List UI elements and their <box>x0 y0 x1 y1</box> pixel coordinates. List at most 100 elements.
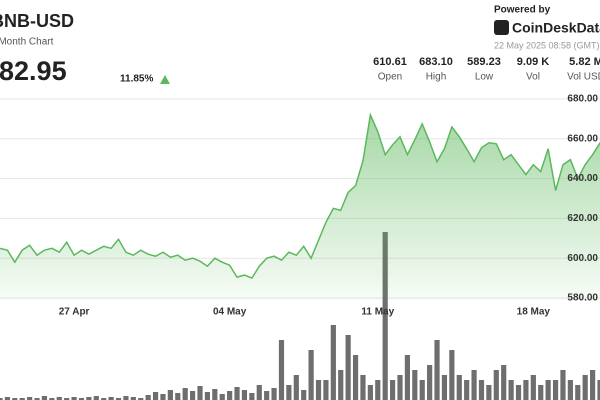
volume-bar <box>582 375 588 400</box>
price-area <box>0 114 600 301</box>
volume-bar <box>375 380 381 400</box>
volume-bar <box>101 398 107 400</box>
y-tick-label: 620.00 <box>567 213 598 224</box>
volume-bar <box>323 380 329 400</box>
volume-bar <box>523 380 529 400</box>
volume-bar <box>145 395 151 400</box>
volume-bar <box>278 340 285 400</box>
volume-bar <box>41 396 48 400</box>
change: 11.85% <box>120 74 153 85</box>
volume-bar <box>597 380 600 400</box>
stat-label: Low <box>475 72 494 83</box>
volume-bar <box>478 380 485 400</box>
volume-bar <box>12 398 18 400</box>
volume-bar <box>441 375 448 400</box>
volume-bar <box>360 375 366 400</box>
subtitle: 1 Month Chart <box>0 37 54 48</box>
volume-bar <box>175 393 181 400</box>
price: 682.95 <box>0 56 67 86</box>
y-tick-label: 600.00 <box>567 253 598 264</box>
volume-bar <box>404 355 410 400</box>
volume-bar <box>552 380 559 400</box>
price-line <box>0 112 600 280</box>
volume-bar <box>115 398 122 400</box>
volume-bar <box>34 398 40 400</box>
volume-bar <box>301 390 307 400</box>
volume-bar <box>434 340 440 400</box>
stat-value: 610.61 <box>373 56 407 68</box>
volume-bar <box>123 396 129 400</box>
volume-bar <box>190 391 196 400</box>
stat-value: 683.10 <box>419 56 453 68</box>
up-arrow <box>160 75 170 84</box>
brand: CoinDeskData <box>512 20 600 36</box>
volume-bar <box>167 390 173 400</box>
volume-bar <box>382 232 388 400</box>
volume-bar <box>456 375 462 400</box>
volume-bar <box>138 398 144 400</box>
volume-bar <box>152 392 159 400</box>
volume-bar <box>538 385 544 400</box>
y-tick-label: 640.00 <box>567 173 598 184</box>
volume-bar <box>227 391 233 400</box>
volume-bar <box>64 398 70 400</box>
volume-bar <box>390 380 396 400</box>
x-tick-label: 11 May <box>361 307 394 318</box>
volume-bar <box>71 397 77 400</box>
volume-bar <box>271 388 277 400</box>
volume-bar <box>56 397 62 400</box>
volume-bar <box>464 380 470 400</box>
volume-bar <box>293 375 299 400</box>
volume-bar <box>397 375 403 400</box>
volume-bar <box>130 397 136 400</box>
volume-bar <box>367 385 373 400</box>
volume-bar <box>530 375 536 400</box>
volume-bar <box>93 396 99 400</box>
volume-bar <box>560 370 566 400</box>
volume-bar <box>19 398 25 400</box>
logo <box>494 20 509 35</box>
volume-bar <box>427 365 433 400</box>
volume-bar <box>471 370 477 400</box>
stat-label: High <box>426 72 447 83</box>
volume-bar <box>219 394 225 400</box>
volume-bar <box>160 394 166 400</box>
volume-bar <box>419 380 425 400</box>
volume-bar <box>241 390 248 400</box>
timestamp: 22 May 2025 08:58 (GMT) <box>494 40 600 50</box>
volume-bar <box>545 380 551 400</box>
volume-bar <box>86 397 92 400</box>
volume-bar <box>0 398 3 400</box>
volume-bar <box>330 325 336 400</box>
volume-bar <box>501 365 507 400</box>
volume-bar <box>27 397 33 400</box>
volume-bar <box>575 385 581 400</box>
x-tick-label: 18 May <box>517 307 551 318</box>
powered-by: Powered by <box>494 5 551 16</box>
volume-bar <box>308 350 314 400</box>
volume-bar <box>286 385 292 400</box>
volume-bar <box>493 370 499 400</box>
volume-bar <box>338 370 344 400</box>
volume-bar <box>197 386 203 400</box>
volume-bar <box>234 387 240 400</box>
volume-bar <box>78 398 85 400</box>
x-tick-label: 04 May <box>213 307 247 318</box>
y-tick-label: 680.00 <box>567 94 598 105</box>
volume-bar <box>486 385 492 400</box>
volume-bar <box>412 370 418 400</box>
volume-bar <box>49 398 55 400</box>
volume-bar <box>212 389 218 400</box>
volume-bar <box>508 380 514 400</box>
symbol: BNB-USD <box>0 11 74 31</box>
header-bg <box>0 0 600 92</box>
volume-bar <box>567 380 573 400</box>
volume-bar <box>264 391 270 400</box>
x-tick-label: 27 Apr <box>59 307 90 318</box>
volume-bar <box>449 350 455 400</box>
y-tick-label: 660.00 <box>567 133 598 144</box>
y-tick-label: 580.00 <box>567 293 598 304</box>
volume-bar <box>315 380 322 400</box>
volume-bar <box>182 388 188 400</box>
